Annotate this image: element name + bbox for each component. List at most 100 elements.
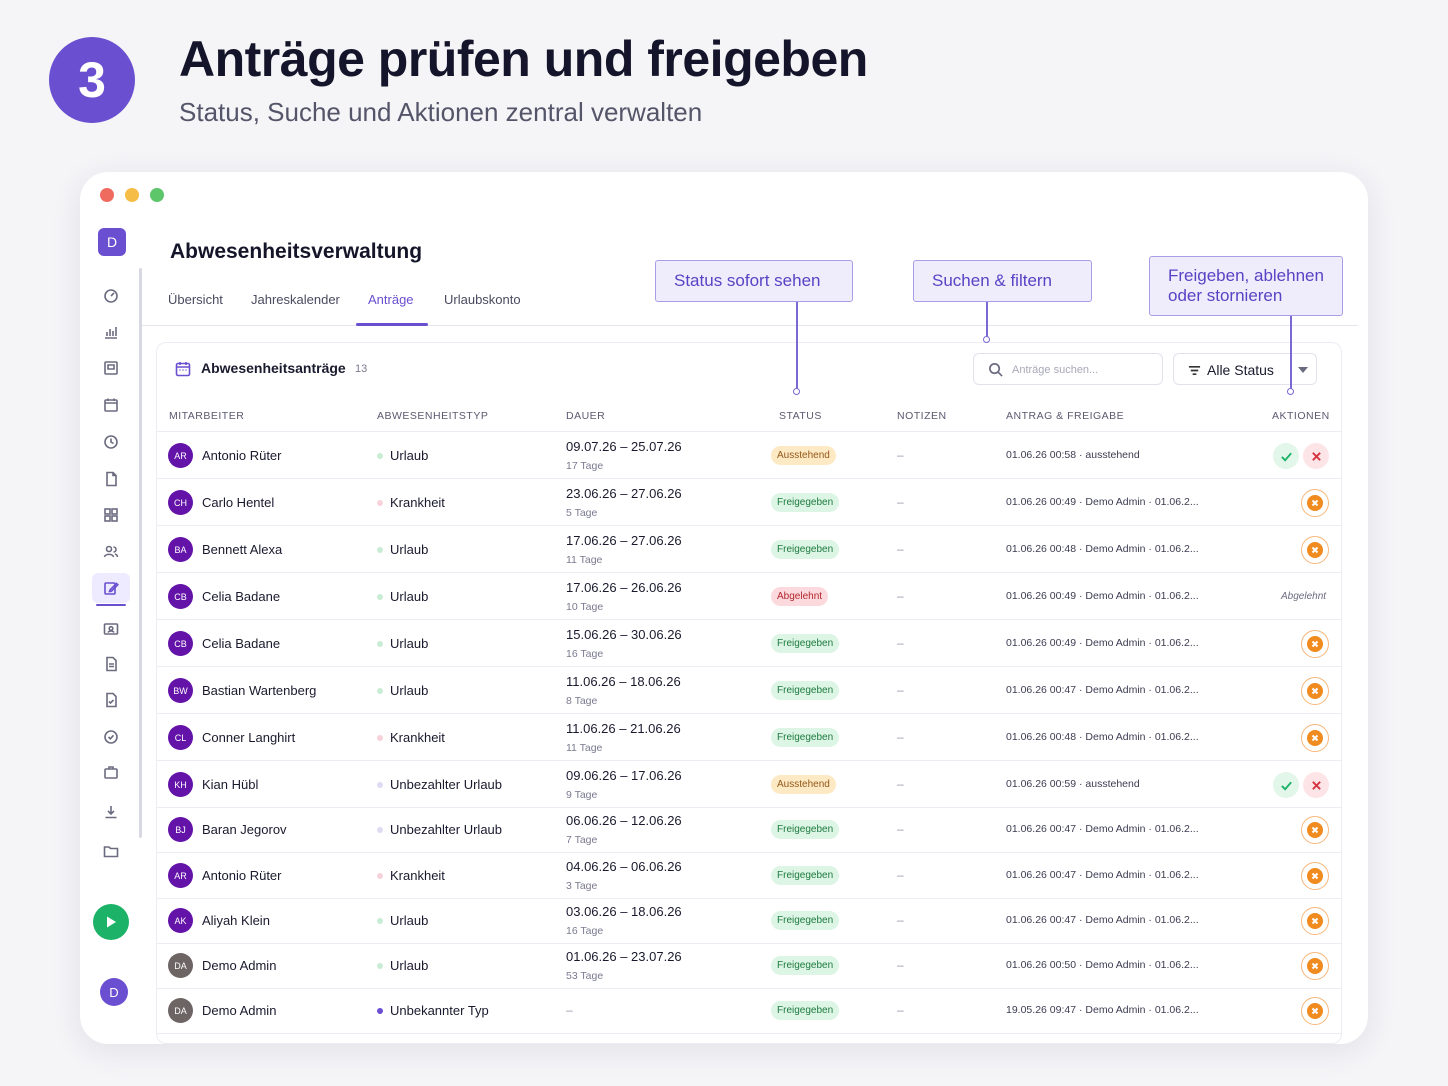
sidebar-item-clock[interactable] <box>101 432 121 452</box>
window-minimize-dot[interactable] <box>125 188 139 202</box>
calendar-icon <box>104 398 118 412</box>
sidebar-item-id-card[interactable] <box>101 619 121 639</box>
employee-name: Bennett Alexa <box>202 542 283 557</box>
table-row[interactable]: AR Antonio Rüter Urlaub 09.07.26 – 25.07.26… <box>157 432 1341 479</box>
sidebar-item-dashboard[interactable] <box>101 285 121 305</box>
check-icon <box>1280 452 1292 462</box>
users-icon <box>103 545 119 558</box>
cancel-request-button[interactable] <box>1301 816 1329 844</box>
sidebar-item-briefcase[interactable] <box>101 762 121 782</box>
duration-range: – <box>566 1003 573 1017</box>
request-approval-info: 01.06.26 00:47 · Demo Admin · 01.06.2... <box>1006 869 1199 881</box>
table-row[interactable]: CB Celia Badane Urlaub 17.06.26 – 26.06.26 1… <box>157 573 1341 620</box>
cancel-request-button[interactable] <box>1301 489 1329 517</box>
callout-actions-dot <box>1287 388 1294 395</box>
app-logo[interactable]: D <box>98 228 126 256</box>
employee-avatar: BW <box>168 678 193 703</box>
col-header-notizen[interactable]: NOTIZEN <box>897 410 947 422</box>
table-row[interactable]: KH Kian Hübl Unbezahlter Urlaub 09.06.26 – … <box>157 761 1341 808</box>
status-badge: Freigegeben <box>771 1001 840 1020</box>
table-row[interactable]: CB Celia Badane Urlaub 15.06.26 – 30.06.26 1… <box>157 620 1341 667</box>
sidebar-item-users[interactable] <box>101 542 121 562</box>
sidebar-item-folder[interactable] <box>101 841 121 861</box>
table-row[interactable]: BA Bennett Alexa Urlaub 17.06.26 – 27.06.26… <box>157 526 1341 573</box>
table-row[interactable]: AK Aliyah Klein Urlaub 03.06.26 – 18.06.26 1… <box>157 897 1341 944</box>
reject-button[interactable] <box>1303 772 1329 798</box>
cancel-request-button[interactable] <box>1301 724 1329 752</box>
sidebar-item-download[interactable] <box>101 802 121 822</box>
duration-range: 23.06.26 – 27.06.26 <box>566 486 682 501</box>
sidebar-item-edit[interactable] <box>92 573 130 606</box>
check-circle-icon <box>104 730 118 744</box>
sidebar-item-file-check[interactable] <box>101 690 121 710</box>
sidebar-item-calendar[interactable] <box>101 395 121 415</box>
status-badge: Freigegeben <box>771 681 840 700</box>
table-row[interactable]: BW Bastian Wartenberg Urlaub 11.06.26 – 18.… <box>157 667 1341 714</box>
employee-avatar: CH <box>168 490 193 515</box>
chevron-down-icon[interactable] <box>1298 367 1308 373</box>
status-badge: Freigegeben <box>771 820 840 839</box>
callout-search-dot <box>983 336 990 343</box>
apps-grid-icon <box>104 508 118 522</box>
request-approval-info: 01.06.26 00:49 · Demo Admin · 01.06.2... <box>1006 637 1199 649</box>
tab-antraege[interactable]: Anträge <box>368 292 414 307</box>
sidebar-item-check-circle[interactable] <box>101 727 121 747</box>
tab-uebersicht[interactable]: Übersicht <box>168 292 223 307</box>
sidebar-item-bar-chart[interactable] <box>101 322 121 342</box>
request-approval-info: 01.06.26 00:47 · Demo Admin · 01.06.2... <box>1006 823 1199 835</box>
employee-name: Demo Admin <box>202 958 277 973</box>
approve-button[interactable] <box>1273 772 1299 798</box>
notes-cell: – <box>897 777 904 791</box>
col-header-antrag-freigabe[interactable]: ANTRAG & FREIGABE <box>1006 410 1125 422</box>
cancel-request-button[interactable] <box>1301 630 1329 658</box>
table-row[interactable]: DA Demo Admin Urlaub 01.06.26 – 23.07.26 53 … <box>157 942 1341 989</box>
employee-avatar: CB <box>168 584 193 609</box>
callout-search: Suchen & filtern <box>913 260 1092 302</box>
window-close-dot[interactable] <box>100 188 114 202</box>
col-header-dauer[interactable]: DAUER <box>566 410 606 422</box>
status-badge: Freigegeben <box>771 540 840 559</box>
tab-jahreskalender[interactable]: Jahreskalender <box>251 292 340 307</box>
approve-button[interactable] <box>1273 443 1299 469</box>
duration-range: 11.06.26 – 18.06.26 <box>566 674 681 689</box>
cancel-request-button[interactable] <box>1301 677 1329 705</box>
col-header-mitarbeiter[interactable]: MITARBEITER <box>169 410 245 422</box>
col-header-abwesenheitstyp[interactable]: ABWESENHEITSTYP <box>377 410 489 422</box>
duration-range: 04.06.26 – 06.06.26 <box>566 859 682 874</box>
download-icon <box>105 806 117 819</box>
duration-range: 15.06.26 – 30.06.26 <box>566 627 682 642</box>
play-button[interactable] <box>93 904 129 940</box>
notes-cell: – <box>897 495 904 509</box>
request-approval-info: 01.06.26 00:47 · Demo Admin · 01.06.2... <box>1006 914 1199 926</box>
main-content: Abwesenheitsverwaltung Übersicht Jahresk… <box>142 220 1358 1044</box>
reject-button[interactable] <box>1303 443 1329 469</box>
employee-avatar: BJ <box>168 817 193 842</box>
table-row[interactable]: CH Carlo Hentel Krankheit 23.06.26 – 27.06.… <box>157 479 1341 526</box>
sidebar-item-file-text[interactable] <box>101 654 121 674</box>
table-row[interactable]: CL Conner Langhirt Krankheit 11.06.26 – 21.… <box>157 714 1341 761</box>
cancel-request-button[interactable] <box>1301 536 1329 564</box>
sidebar-item-document[interactable] <box>101 469 121 489</box>
cancel-request-button[interactable] <box>1301 997 1329 1025</box>
table-row[interactable]: DA Demo Admin Unbekannter Typ – Freigegeben –… <box>157 987 1341 1034</box>
employee-avatar: BA <box>168 537 193 562</box>
cancel-request-button[interactable] <box>1301 862 1329 890</box>
sidebar-item-apps-grid[interactable] <box>101 505 121 525</box>
user-avatar[interactable]: D <box>100 978 128 1006</box>
tab-urlaubskonto[interactable]: Urlaubskonto <box>444 292 521 307</box>
cancel-request-button[interactable] <box>1301 952 1329 980</box>
window-maximize-dot[interactable] <box>150 188 164 202</box>
cancel-request-button[interactable] <box>1301 907 1329 935</box>
play-icon <box>107 916 116 928</box>
sidebar-item-grid-board[interactable] <box>101 358 121 378</box>
table-row[interactable]: AR Antonio Rüter Krankheit 04.06.26 – 06.06… <box>157 852 1341 899</box>
status-badge: Ausstehend <box>771 446 836 465</box>
search-input[interactable] <box>1012 360 1152 380</box>
duration-days: 8 Tage <box>566 695 598 707</box>
status-filter-select[interactable]: Alle Status <box>1173 353 1317 385</box>
active-tab-indicator <box>356 323 428 326</box>
sidebar-scrollbar[interactable] <box>139 268 142 838</box>
search-box <box>973 353 1163 385</box>
col-header-status[interactable]: STATUS <box>779 410 822 422</box>
table-row[interactable]: BJ Baran Jegorov Unbezahlter Urlaub 06.06.2… <box>157 806 1341 853</box>
